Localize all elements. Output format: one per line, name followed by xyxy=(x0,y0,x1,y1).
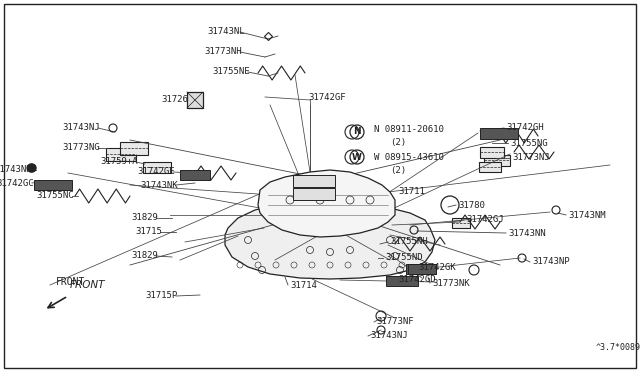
Text: 31743NJ: 31743NJ xyxy=(62,124,100,132)
Text: 31743NP: 31743NP xyxy=(532,257,570,266)
Text: (2): (2) xyxy=(390,167,406,176)
Text: (2): (2) xyxy=(390,138,406,148)
Bar xyxy=(484,155,510,166)
Bar xyxy=(120,142,148,155)
Text: 31780: 31780 xyxy=(458,201,485,209)
Polygon shape xyxy=(225,202,435,279)
Text: 31773NK: 31773NK xyxy=(432,279,470,288)
Text: ^3.7*0089: ^3.7*0089 xyxy=(596,343,640,353)
Text: FRONT: FRONT xyxy=(56,277,85,287)
Bar xyxy=(406,264,436,274)
Text: 31773NF: 31773NF xyxy=(376,317,413,327)
Text: 31711: 31711 xyxy=(398,187,425,196)
Text: 31755NH: 31755NH xyxy=(390,237,428,247)
Text: FRONT: FRONT xyxy=(70,280,106,290)
Bar xyxy=(187,92,203,108)
Text: 31715: 31715 xyxy=(135,228,162,237)
Bar xyxy=(386,276,418,286)
Text: 31743NL: 31743NL xyxy=(207,28,245,36)
Text: 31829: 31829 xyxy=(131,251,158,260)
Text: 31714: 31714 xyxy=(290,280,317,289)
Bar xyxy=(293,175,335,187)
Text: 31742GF: 31742GF xyxy=(308,93,346,102)
Text: 31742GH: 31742GH xyxy=(506,124,543,132)
Text: 31742GJ: 31742GJ xyxy=(466,215,504,224)
Bar xyxy=(293,188,335,200)
Text: N: N xyxy=(353,128,361,137)
Text: 31829: 31829 xyxy=(131,214,158,222)
Text: 31742GE: 31742GE xyxy=(138,167,175,176)
Bar xyxy=(106,148,136,161)
Polygon shape xyxy=(258,170,395,237)
Text: 31755NG: 31755NG xyxy=(510,138,548,148)
Text: 31755NC: 31755NC xyxy=(36,192,74,201)
Text: 31715P: 31715P xyxy=(146,292,178,301)
Bar xyxy=(479,162,501,172)
Text: 31755ND: 31755ND xyxy=(385,253,422,263)
Circle shape xyxy=(28,164,36,172)
Bar xyxy=(34,180,72,190)
Text: N 08911-20610: N 08911-20610 xyxy=(374,125,444,135)
Text: W 08915-43610: W 08915-43610 xyxy=(374,154,444,163)
Text: 31743NK: 31743NK xyxy=(140,180,178,189)
Bar xyxy=(480,128,518,139)
Text: 31755NE: 31755NE xyxy=(212,67,250,77)
Text: 31743NJ: 31743NJ xyxy=(370,331,408,340)
Text: 31759+A: 31759+A xyxy=(100,157,138,167)
Bar xyxy=(408,264,436,274)
Text: 31742GD: 31742GD xyxy=(398,276,436,285)
Text: 31742GK: 31742GK xyxy=(418,263,456,273)
Bar xyxy=(452,218,470,228)
Text: 31726: 31726 xyxy=(161,96,188,105)
Bar xyxy=(180,170,210,180)
Bar xyxy=(480,147,504,158)
Text: 31773NJ: 31773NJ xyxy=(512,154,550,163)
Text: 31773NG: 31773NG xyxy=(62,144,100,153)
Bar xyxy=(143,162,171,173)
Text: 31743NH: 31743NH xyxy=(0,166,32,174)
Text: 31743NM: 31743NM xyxy=(568,211,605,219)
Text: 31743NN: 31743NN xyxy=(508,228,546,237)
Text: 31773NH: 31773NH xyxy=(204,48,242,57)
Text: W: W xyxy=(352,153,362,161)
Text: 31742GC: 31742GC xyxy=(0,179,34,187)
